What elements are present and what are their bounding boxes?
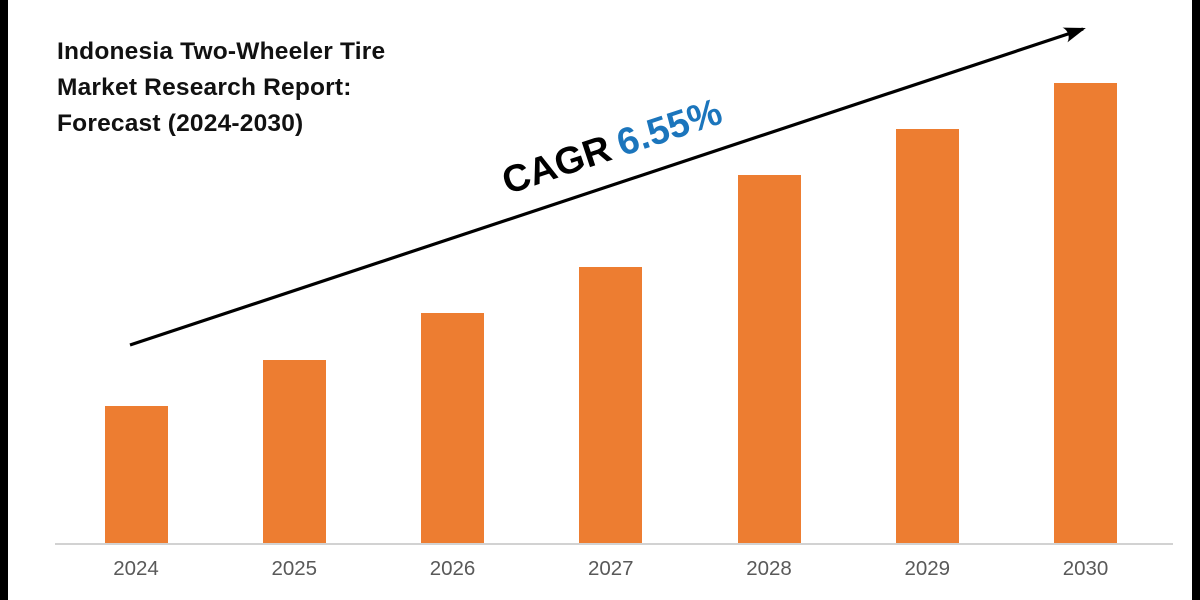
bar-2027 — [579, 267, 643, 544]
bar-2025 — [262, 360, 326, 544]
bar-2030 — [1054, 83, 1117, 544]
x-axis-label-2025: 2025 — [271, 557, 318, 580]
left-edge-strip — [0, 0, 8, 600]
x-axis-label-2024: 2024 — [113, 557, 159, 580]
bar-2024 — [104, 406, 168, 544]
x-axis-line — [55, 543, 1173, 545]
bar-2028 — [737, 175, 801, 544]
x-axis-label-2030: 2030 — [1062, 557, 1109, 580]
x-axis-label-2029: 2029 — [904, 557, 951, 580]
x-axis-label-2027: 2027 — [587, 557, 634, 580]
x-axis-label-2026: 2026 — [429, 557, 476, 580]
bar-2029 — [895, 129, 959, 544]
x-axis-label-2028: 2028 — [746, 557, 792, 580]
bar-2026 — [421, 313, 484, 544]
right-edge-strip — [1192, 0, 1200, 600]
